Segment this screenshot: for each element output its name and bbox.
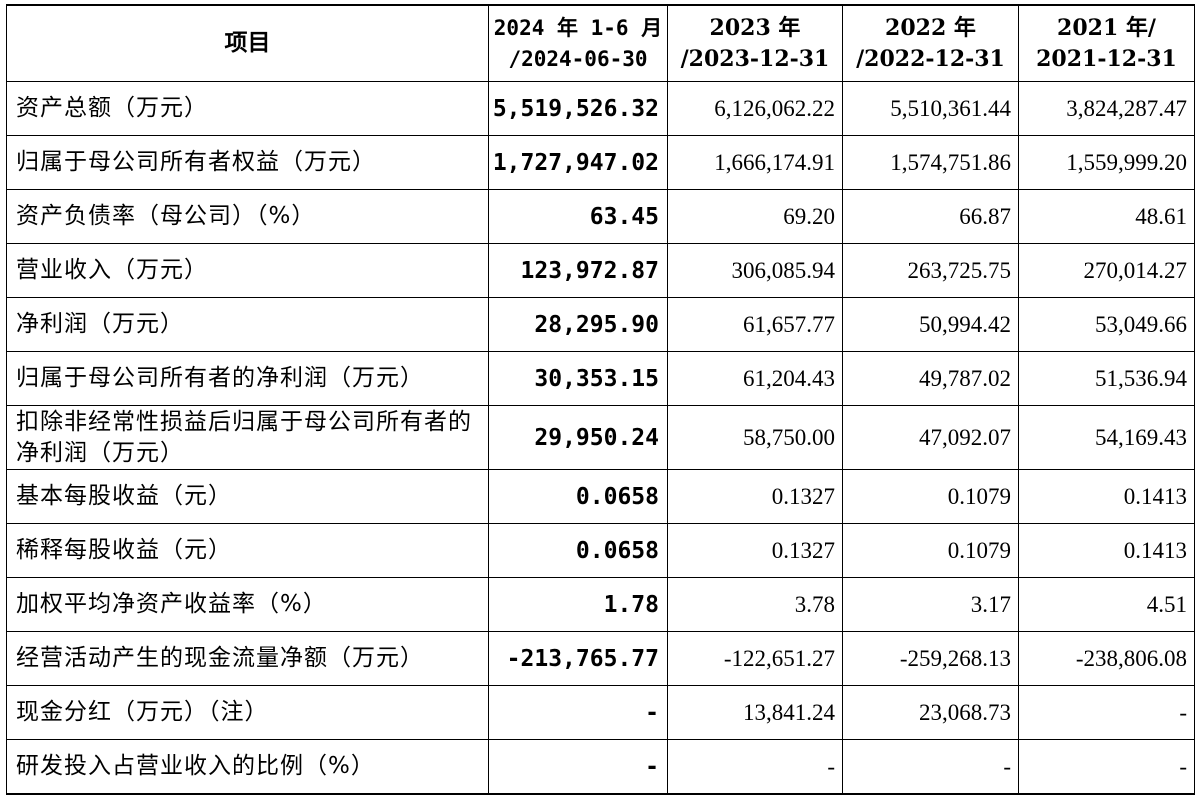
cell-2023: 6,126,062.22 (667, 81, 843, 136)
cell-2021: 0.1413 (1018, 469, 1195, 524)
table-row: 归属于母公司所有者权益（万元） 1,727,947.02 1,666,174.91 1… (6, 135, 1195, 190)
cell-2024h1: 5,519,526.32 (488, 81, 668, 136)
cell-2023: 13,841.24 (667, 685, 843, 740)
header-2024h1-line1: 2024 年 1-6 月 (493, 15, 663, 40)
cell-2021: 0.1413 (1018, 523, 1195, 578)
cell-2024h1: - (488, 739, 668, 795)
header-2021-line2: 2021-12-31 (1036, 45, 1177, 72)
cell-2024h1: 123,972.87 (488, 243, 668, 298)
cell-2022: - (842, 739, 1019, 795)
cell-2024h1: 0.0658 (488, 469, 668, 524)
financial-summary-table: 项目 2024 年 1-6 月 /2024-06-30 2023 年 /2023… (6, 4, 1195, 795)
cell-2023: 69.20 (667, 189, 843, 244)
cell-2023: 1,666,174.91 (667, 135, 843, 190)
header-2023-line2: /2023-12-31 (680, 45, 830, 72)
table-row: 加权平均净资产收益率（%） 1.78 3.78 3.17 4.51 (6, 577, 1195, 632)
header-item: 项目 (6, 4, 489, 82)
table-row: 资产总额（万元） 5,519,526.32 6,126,062.22 5,510,36… (6, 81, 1195, 136)
cell-2023: 0.1327 (667, 523, 843, 578)
row-label: 加权平均净资产收益率（%） (6, 577, 489, 632)
cell-2021: 4.51 (1018, 577, 1195, 632)
table-header-row: 项目 2024 年 1-6 月 /2024-06-30 2023 年 /2023… (6, 4, 1195, 82)
cell-2023: - (667, 739, 843, 795)
cell-2024h1: -213,765.77 (488, 631, 668, 686)
table-row: 基本每股收益（元） 0.0658 0.1327 0.1079 0.1413 (6, 469, 1195, 524)
table-row: 研发投入占营业收入的比例（%） - - - - (6, 739, 1195, 795)
row-label: 研发投入占营业收入的比例（%） (6, 739, 489, 795)
cell-2023: 306,085.94 (667, 243, 843, 298)
cell-2022: 3.17 (842, 577, 1019, 632)
cell-2023: 61,204.43 (667, 351, 843, 406)
cell-2021: 51,536.94 (1018, 351, 1195, 406)
cell-2022: 0.1079 (842, 523, 1019, 578)
cell-2022: 5,510,361.44 (842, 81, 1019, 136)
header-2023: 2023 年 /2023-12-31 (667, 4, 843, 82)
cell-2023: 58,750.00 (667, 405, 843, 470)
cell-2023: 0.1327 (667, 469, 843, 524)
table-row: 扣除非经常性损益后归属于母公司所有者的净利润（万元） 29,950.24 58,75… (6, 405, 1195, 470)
cell-2022: 0.1079 (842, 469, 1019, 524)
cell-2023: -122,651.27 (667, 631, 843, 686)
cell-2021: - (1018, 739, 1195, 795)
cell-2022: -259,268.13 (842, 631, 1019, 686)
cell-2022: 1,574,751.86 (842, 135, 1019, 190)
cell-2021: 48.61 (1018, 189, 1195, 244)
row-label: 资产负债率（母公司）（%） (6, 189, 489, 244)
cell-2022: 50,994.42 (842, 297, 1019, 352)
cell-2021: - (1018, 685, 1195, 740)
header-2022-line2: /2022-12-31 (856, 45, 1005, 72)
cell-2023: 61,657.77 (667, 297, 843, 352)
cell-2022: 23,068.73 (842, 685, 1019, 740)
cell-2023: 3.78 (667, 577, 843, 632)
cell-2022: 263,725.75 (842, 243, 1019, 298)
row-label: 资产总额（万元） (6, 81, 489, 136)
cell-2024h1: 30,353.15 (488, 351, 668, 406)
cell-2022: 47,092.07 (842, 405, 1019, 470)
cell-2022: 66.87 (842, 189, 1019, 244)
header-2022: 2022 年 /2022-12-31 (842, 4, 1019, 82)
header-2024h1-line2: /2024-06-30 (508, 46, 648, 71)
row-label: 扣除非经常性损益后归属于母公司所有者的净利润（万元） (6, 405, 489, 470)
header-2022-line1: 2022 年 (885, 14, 976, 41)
header-2021: 2021 年/ 2021-12-31 (1018, 4, 1195, 82)
cell-2024h1: 1,727,947.02 (488, 135, 668, 190)
cell-2024h1: 28,295.90 (488, 297, 668, 352)
cell-2022: 49,787.02 (842, 351, 1019, 406)
cell-2021: 270,014.27 (1018, 243, 1195, 298)
row-label: 经营活动产生的现金流量净额（万元） (6, 631, 489, 686)
row-label: 归属于母公司所有者的净利润（万元） (6, 351, 489, 406)
cell-2021: 53,049.66 (1018, 297, 1195, 352)
table-row: 经营活动产生的现金流量净额（万元） -213,765.77 -122,651.27-… (6, 631, 1195, 686)
cell-2024h1: 1.78 (488, 577, 668, 632)
row-label: 稀释每股收益（元） (6, 523, 489, 578)
table-row: 净利润（万元） 28,295.90 61,657.77 50,994.42 53,049… (6, 297, 1195, 352)
row-label: 现金分红（万元）（注） (6, 685, 489, 740)
cell-2024h1: 0.0658 (488, 523, 668, 578)
header-2024h1: 2024 年 1-6 月 /2024-06-30 (488, 4, 668, 82)
cell-2021: 1,559,999.20 (1018, 135, 1195, 190)
cell-2024h1: - (488, 685, 668, 740)
cell-2021: 3,824,287.47 (1018, 81, 1195, 136)
header-2023-line1: 2023 年 (709, 14, 801, 41)
table-row: 现金分红（万元）（注） -13,841.24 23,068.73- (6, 685, 1195, 740)
cell-2021: -238,806.08 (1018, 631, 1195, 686)
row-label: 净利润（万元） (6, 297, 489, 352)
table-row: 资产负债率（母公司）（%） 63.45 69.20 66.87 48.61 (6, 189, 1195, 244)
header-2021-line1: 2021 年/ (1057, 14, 1156, 41)
table-row: 归属于母公司所有者的净利润（万元） 30,353.15 61,204.43 49,78… (6, 351, 1195, 406)
row-label: 营业收入（万元） (6, 243, 489, 298)
row-label: 归属于母公司所有者权益（万元） (6, 135, 489, 190)
cell-2024h1: 63.45 (488, 189, 668, 244)
row-label: 基本每股收益（元） (6, 469, 489, 524)
cell-2021: 54,169.43 (1018, 405, 1195, 470)
table-row: 稀释每股收益（元） 0.0658 0.1327 0.1079 0.1413 (6, 523, 1195, 578)
table-row: 营业收入（万元） 123,972.87 306,085.94 263,725.75 27… (6, 243, 1195, 298)
cell-2024h1: 29,950.24 (488, 405, 668, 470)
